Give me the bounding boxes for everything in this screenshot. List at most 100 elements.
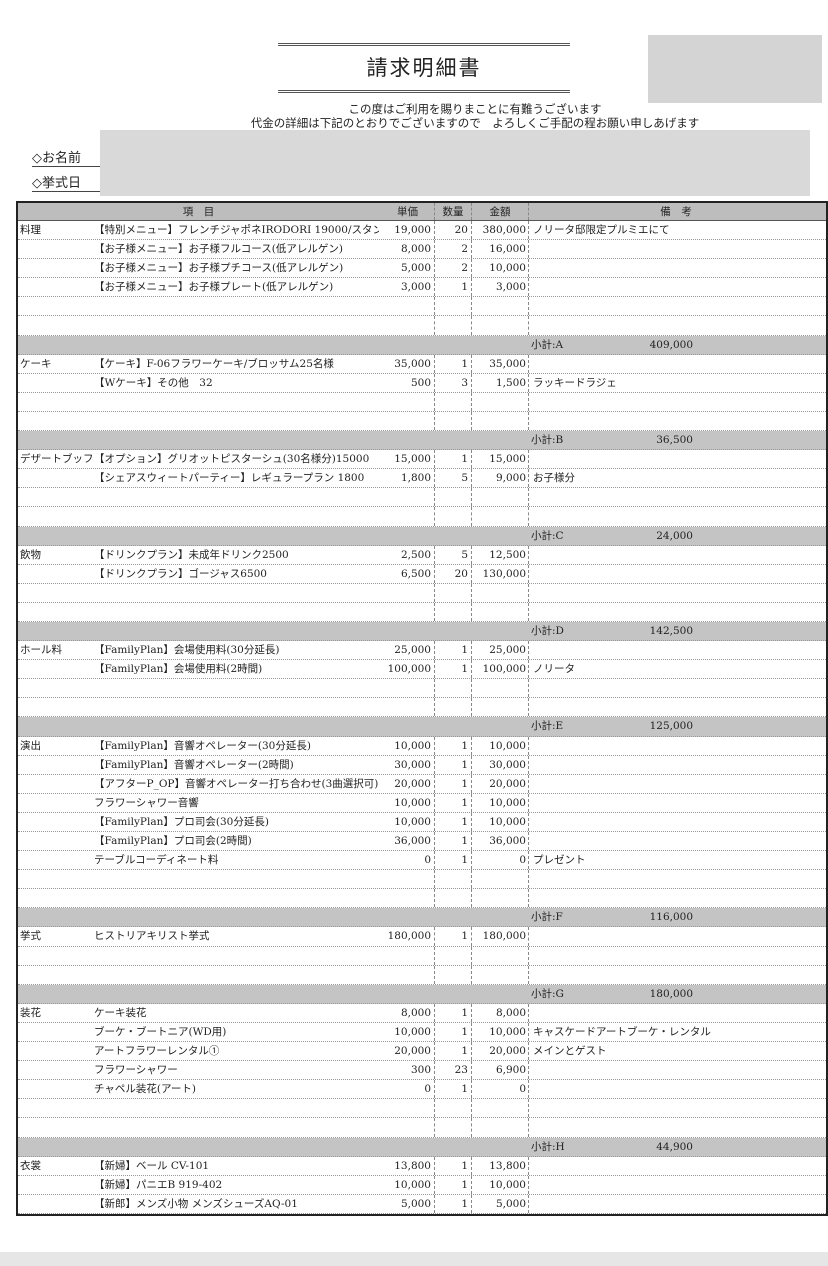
table-row: 衣裳 【新婦】ベール CV-101 13,800 1 13,800 <box>18 1156 826 1176</box>
cell-price <box>381 392 435 411</box>
cell-qty: 23 <box>435 1061 472 1080</box>
cell-item: 【アフターP_OP】音響オペレーター打ち合わせ(3曲選択可) <box>94 777 379 790</box>
cell-note <box>531 316 821 334</box>
cell-item <box>94 1099 379 1117</box>
cell-cat <box>20 1099 92 1117</box>
cell-note: プレゼント <box>533 854 586 867</box>
cell-item <box>94 698 379 716</box>
row-category: 演出 <box>20 739 41 752</box>
subtotal-row: 小計:F 116,000 <box>18 908 826 928</box>
cell-price: 13,800 <box>381 1156 435 1175</box>
blank-row <box>18 946 826 966</box>
cell-amt: 20,000 <box>472 1042 529 1061</box>
cell-amt: 12,500 <box>472 545 529 564</box>
table-row: 装花 ケーキ装花 8,000 1 8,000 <box>18 1003 826 1023</box>
cell-amt: 0 <box>472 851 529 870</box>
row-category: 挙式 <box>20 930 41 943</box>
blank-row <box>18 1118 826 1138</box>
cell-qty <box>435 392 472 411</box>
cell-qty: 1 <box>435 1042 472 1061</box>
cell-note <box>531 278 821 296</box>
cell-item <box>94 870 379 888</box>
subtotal-row: 小計:G 180,000 <box>18 984 826 1004</box>
cell-amt <box>472 316 529 335</box>
cell-note <box>531 565 821 583</box>
cell-qty: 3 <box>435 373 472 392</box>
cell-price: 500 <box>381 373 435 392</box>
blank-row <box>18 297 826 317</box>
cell-price <box>381 583 435 602</box>
cell-qty <box>435 602 472 621</box>
cell-qty: 1 <box>435 1003 472 1022</box>
cell-note <box>531 297 821 315</box>
cell-price: 180,000 <box>381 927 435 946</box>
cell-qty: 5 <box>435 545 472 564</box>
col-unit-price: 単価 <box>381 203 435 220</box>
cell-item: フラワーシャワー <box>94 1064 178 1077</box>
table-row: テーブルコーディネート料 0 1 0 プレゼント <box>18 851 826 871</box>
cell-price <box>381 1118 435 1137</box>
col-amount: 金額 <box>472 203 529 220</box>
cell-price: 10,000 <box>381 736 435 755</box>
col-quantity: 数量 <box>435 203 472 220</box>
cell-amt <box>472 297 529 316</box>
cell-note <box>531 259 821 277</box>
greeting-line-2: 代金の詳細は下記のとおりでございますので よろしくご手配の程お願い申しあげます <box>250 116 700 130</box>
cell-qty <box>435 679 472 698</box>
cell-item: アートフラワーレンタル① <box>94 1045 220 1058</box>
table-row: 【FamilyPlan】音響オペレーター(2時間) 30,000 1 30,000 <box>18 755 826 775</box>
cell-price <box>381 1099 435 1118</box>
cell-qty <box>435 1118 472 1137</box>
cell-price: 5,000 <box>381 1194 435 1213</box>
table-row: フラワーシャワー音響 10,000 1 10,000 <box>18 793 826 813</box>
cell-amt: 10,000 <box>472 1022 529 1042</box>
subtotal-label: 小計:B <box>531 434 564 447</box>
cell-amt: 5,000 <box>472 1194 529 1213</box>
cell-note <box>531 889 821 907</box>
table-row: 【お子様メニュー】お子様プチコース(低アレルゲン) 5,000 2 10,000 <box>18 259 826 279</box>
cell-qty <box>435 316 472 335</box>
table-row: 【アフターP_OP】音響オペレーター打ち合わせ(3曲選択可) 20,000 1 20,… <box>18 774 826 794</box>
cell-amt: 15,000 <box>472 450 529 469</box>
cell-price: 0 <box>381 1080 435 1099</box>
cell-price <box>381 946 435 965</box>
cell-price: 300 <box>381 1061 435 1080</box>
page-edge <box>0 1252 828 1266</box>
cell-amt <box>472 411 529 431</box>
cell-item: 【お子様メニュー】お子様プレート(低アレルゲン) <box>94 281 334 294</box>
cell-item: フラワーシャワー音響 <box>94 796 199 809</box>
subtotal-value: 409,000 <box>649 338 693 351</box>
cell-amt <box>472 1118 529 1137</box>
cell-cat <box>20 507 92 525</box>
row-category: ホール料 <box>20 644 62 657</box>
greeting-line-1: この度はご利用を賜りまことに有難うございます <box>348 102 602 116</box>
subtotal-value: 24,000 <box>656 529 693 542</box>
cell-amt: 25,000 <box>472 641 529 660</box>
cell-note <box>531 546 821 564</box>
row-category <box>20 469 92 487</box>
table-row: 【新郎】メンズ小物 メンズシューズAQ-01 5,000 1 5,000 <box>18 1194 826 1214</box>
cell-price <box>381 965 435 984</box>
cell-item: テーブルコーディネート料 <box>94 854 219 867</box>
cell-note: キャスケードアートブーケ・レンタル <box>533 1025 711 1038</box>
redacted-area <box>100 130 810 196</box>
cell-item <box>94 488 379 506</box>
cell-price: 8,000 <box>381 240 435 259</box>
cell-note <box>531 603 821 621</box>
row-category <box>20 240 92 258</box>
cell-qty: 1 <box>435 660 472 679</box>
subtotal-value: 125,000 <box>649 720 693 733</box>
cell-qty: 1 <box>435 851 472 870</box>
row-category: 装花 <box>20 1006 41 1019</box>
cell-qty <box>435 698 472 717</box>
cell-item <box>94 947 379 965</box>
cell-item: 【新婦】パニエB 919-402 <box>94 1178 223 1191</box>
cell-item: 【Wケーキ】その他 32 <box>94 376 213 389</box>
blank-row <box>18 870 826 890</box>
blank-row <box>18 507 826 527</box>
col-item: 項 目 <box>182 206 215 218</box>
cell-cat <box>20 1118 92 1136</box>
cell-note <box>531 488 821 506</box>
row-category: デザートブッフェ <box>20 453 92 466</box>
row-category <box>20 565 92 583</box>
